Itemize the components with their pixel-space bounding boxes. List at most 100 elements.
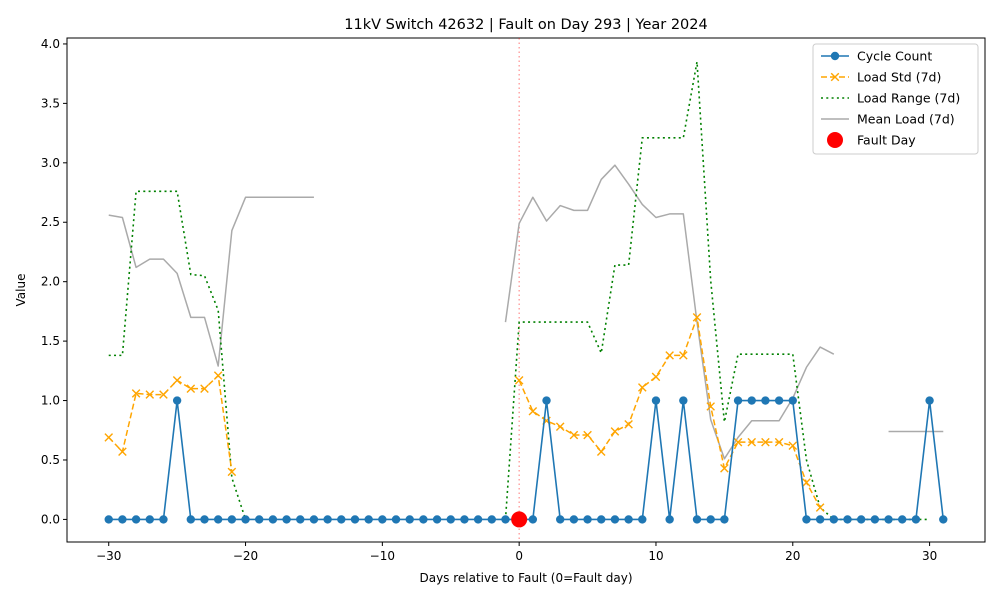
cycle-count-point <box>487 515 496 524</box>
legend-label: Fault Day <box>857 133 916 148</box>
cycle-count-point <box>665 515 674 524</box>
cycle-count-point <box>583 515 592 524</box>
cycle-count-point <box>432 515 442 524</box>
cycle-count-point <box>884 515 893 524</box>
load-std-point <box>528 406 538 416</box>
cycle-count-point <box>569 515 579 524</box>
cycle-count-point <box>473 515 483 524</box>
x-tick-label: 20 <box>785 549 800 563</box>
load-std-point <box>692 313 702 322</box>
load-std-point <box>514 376 524 385</box>
cycle-count-point <box>638 515 647 524</box>
x-tick-label: −20 <box>233 549 258 563</box>
x-tick-label: 10 <box>648 549 663 563</box>
legend-swatch-marker <box>830 51 840 61</box>
cycle-count-point <box>815 515 825 524</box>
load-std-point <box>665 351 674 360</box>
cycle-count-point <box>200 515 209 524</box>
load-std-point <box>720 464 729 473</box>
cycle-count-point <box>911 515 921 524</box>
load-std-point <box>145 390 155 399</box>
legend-entry: Load Range (7d) <box>821 91 960 106</box>
cycle-count-point <box>405 515 414 524</box>
cycle-count-point <box>446 515 455 524</box>
cycle-count-point <box>843 515 852 524</box>
cycle-count-point <box>391 515 401 524</box>
axes-frame <box>66 37 986 543</box>
cycle-count-point <box>501 515 510 524</box>
y-tick-label: 0.5 <box>41 453 60 467</box>
legend: Cycle Count Load Std (7d) Load Range (7d) M… <box>812 43 979 155</box>
cycle-count-point <box>213 515 223 524</box>
load-std-line <box>108 374 233 472</box>
load-std-point <box>706 402 715 411</box>
x-tick-label: −30 <box>96 549 121 563</box>
y-tick-label: 2.0 <box>41 275 60 289</box>
cycle-count-point <box>774 396 784 405</box>
load-std-point <box>159 390 168 399</box>
cycle-count-point <box>706 515 715 524</box>
cycle-count-point <box>788 396 797 405</box>
cycle-count-point <box>802 515 811 524</box>
cycle-count-point <box>227 515 237 524</box>
x-tick-label: 30 <box>922 549 937 563</box>
cycle-count-point <box>556 515 565 524</box>
cycle-count-point <box>939 515 948 524</box>
cycle-count-point <box>241 515 250 524</box>
y-tick-label: 1.0 <box>41 394 60 408</box>
cycle-count-point <box>282 515 291 524</box>
cycle-count-point <box>337 515 346 524</box>
load-std-point <box>596 447 606 456</box>
y-axis-label: Value <box>14 274 28 307</box>
load-std-point <box>815 503 825 512</box>
legend-entry: Fault Day <box>827 132 916 148</box>
fault-day-marker <box>511 511 528 528</box>
load-std-point <box>733 437 743 447</box>
load-std-point <box>118 447 127 456</box>
cycle-count-point <box>104 515 113 524</box>
load-std-point <box>227 467 237 477</box>
cycle-count-point <box>679 396 688 405</box>
cycle-count-point <box>350 515 360 524</box>
load-std-point <box>679 351 688 360</box>
cycle-count-point <box>692 515 702 524</box>
load-range-line <box>108 190 247 520</box>
load-std-point <box>624 420 633 429</box>
cycle-count-point <box>925 396 934 405</box>
legend-entry: Cycle Count <box>821 49 932 64</box>
load-std-point <box>788 441 798 451</box>
load-std-point <box>761 437 770 447</box>
load-std-point <box>637 383 647 392</box>
cycle-count-point <box>898 515 907 524</box>
y-tick-label: 4.0 <box>41 37 60 51</box>
load-std-point <box>583 430 592 440</box>
cycle-count-point <box>829 515 839 524</box>
x-axis-label: Days relative to Fault (0=Fault day) <box>419 571 632 585</box>
load-range-line <box>504 60 930 521</box>
cycle-count-point <box>733 396 743 405</box>
load-std-point <box>186 384 196 393</box>
legend-label: Load Std (7d) <box>857 70 941 85</box>
cycle-count-point <box>323 515 332 524</box>
load-std-point <box>569 430 579 440</box>
load-std-point <box>555 422 565 431</box>
legend-label: Load Range (7d) <box>857 91 960 106</box>
cycle-count-point <box>747 396 756 405</box>
cycle-count-point <box>610 515 620 524</box>
legend-entry: Load Std (7d) <box>821 70 941 85</box>
cycle-count-point <box>118 515 127 524</box>
load-std-point <box>747 437 757 447</box>
legend-label: Mean Load (7d) <box>857 112 955 127</box>
mean-load-line <box>108 196 314 367</box>
legend-box <box>812 43 979 155</box>
load-std-point <box>104 433 114 442</box>
cycle-count-point <box>597 515 606 524</box>
cycle-count-point <box>131 515 141 524</box>
cycle-count-point <box>761 396 770 405</box>
legend-entry: Mean Load (7d) <box>821 112 955 127</box>
load-std-point <box>774 437 784 447</box>
load-std-point <box>651 372 661 382</box>
cycle-count-point <box>172 396 182 405</box>
legend-swatch-marker <box>830 72 840 82</box>
